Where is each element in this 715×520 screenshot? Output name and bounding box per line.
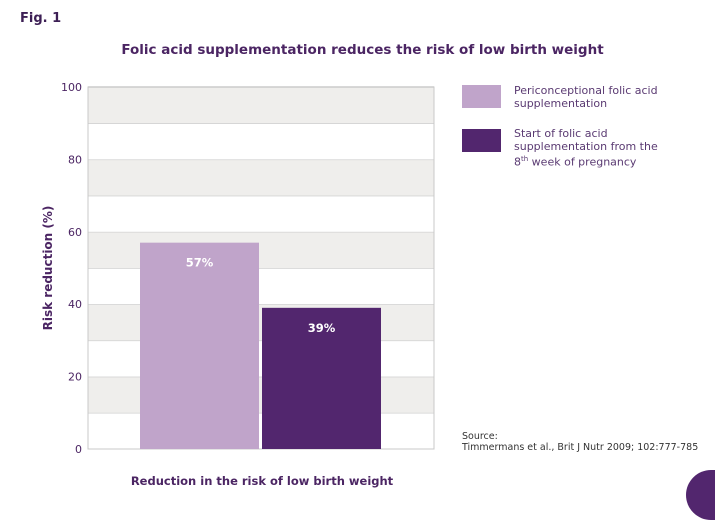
- bar-1: [262, 307, 381, 449]
- y-tick-label: 100: [61, 81, 82, 94]
- bar-value-label: 57%: [186, 256, 214, 270]
- grid-band: [88, 268, 434, 305]
- chart-title: Folic acid supplementation reduces the r…: [121, 42, 604, 58]
- legend-label-8th-week: Start of folic acid supplementation from …: [514, 127, 658, 169]
- grid-band: [88, 123, 434, 160]
- bar-0: [140, 242, 259, 449]
- y-tick-label: 0: [75, 443, 82, 456]
- grid-band: [88, 412, 434, 449]
- y-tick-label: 80: [68, 153, 82, 166]
- y-tick-label: 40: [68, 298, 82, 311]
- grid-band: [88, 376, 434, 413]
- grid-band: [88, 87, 434, 124]
- figure-label: Fig. 1: [20, 11, 62, 26]
- y-tick-label: 20: [68, 371, 82, 384]
- grid-band: [88, 195, 434, 232]
- legend-swatch-8th-week: [462, 129, 501, 152]
- x-axis-label: Reduction in the risk of low birth weigh…: [131, 474, 394, 488]
- plot-border: [87, 86, 435, 450]
- y-axis-label: Risk reduction (%): [41, 206, 55, 331]
- grid-band: [88, 304, 434, 341]
- y-tick-label: 60: [68, 226, 82, 239]
- legend-label-periconceptional: Periconceptional folic acid supplementati…: [514, 84, 658, 110]
- source-note: Source: Timmermans et al., Brit J Nutr 20…: [462, 431, 699, 453]
- bar-value-label: 39%: [308, 321, 336, 335]
- legend-swatch-periconceptional: [462, 85, 501, 108]
- grid-band: [88, 159, 434, 196]
- grid-band: [88, 340, 434, 377]
- grid-band: [88, 231, 434, 268]
- bar-chart: 57% 39% 0 20 40 60 80 100 Risk reduction (%) R…: [41, 81, 435, 488]
